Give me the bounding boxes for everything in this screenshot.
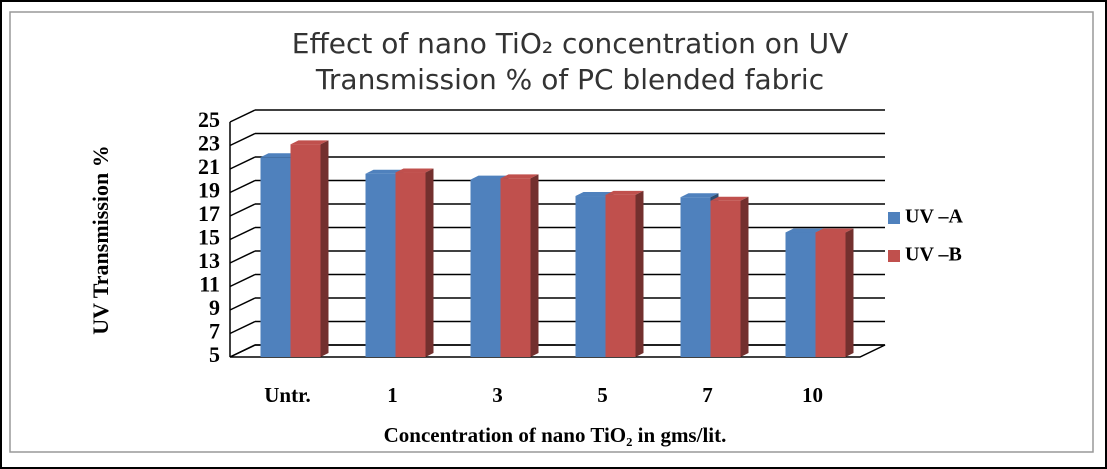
x-tick-label: 3 (492, 383, 503, 407)
grid-line (229, 132, 256, 147)
grid-line (229, 320, 256, 335)
y-tick-label: 21 (198, 154, 220, 179)
bar-top (680, 193, 719, 198)
grid-line (229, 226, 256, 241)
grid-line (229, 273, 256, 288)
bar-top (605, 190, 644, 195)
bar-top (575, 192, 614, 197)
chart-border (9, 11, 1094, 453)
bar (710, 200, 741, 357)
bar (575, 196, 606, 357)
bar (500, 178, 531, 357)
bar (260, 157, 291, 357)
bar-side (530, 174, 539, 357)
grid-line (229, 109, 256, 123)
grid-line (229, 156, 256, 170)
grid-line (229, 344, 256, 358)
bar-top (365, 169, 404, 174)
bar-top (815, 228, 854, 233)
bar-top (395, 168, 434, 173)
bar-top (290, 140, 329, 145)
bar (365, 173, 396, 357)
grid-line (229, 179, 256, 194)
legend-swatch (888, 250, 900, 262)
bar (605, 194, 636, 357)
y-tick-label: 17 (198, 201, 220, 226)
bar (290, 144, 321, 357)
bar-side (425, 168, 434, 357)
y-tick-label: 25 (198, 107, 220, 132)
x-tick-label: 5 (597, 383, 608, 407)
bar-side (635, 190, 644, 357)
legend-swatch (888, 212, 900, 224)
x-tick-label: Untr. (264, 383, 310, 407)
grid-line (229, 297, 256, 311)
y-tick-label: 15 (198, 225, 220, 250)
legend-label: UV –B (905, 244, 962, 266)
chart-title: Effect of nano TiO₂ concentration on UV … (291, 27, 849, 96)
grid-line (229, 250, 256, 264)
x-tick-label: 1 (387, 383, 398, 407)
y-tick-label: 23 (198, 131, 220, 156)
bar-top (470, 175, 509, 180)
y-tick-label: 13 (198, 248, 220, 273)
bar-side (740, 196, 749, 357)
bar (395, 172, 426, 357)
x-tick-label: 7 (702, 383, 713, 407)
y-tick-label: 19 (198, 178, 220, 203)
bar-side (320, 140, 329, 357)
grid-line (229, 203, 256, 217)
y-tick-label: 5 (209, 342, 220, 367)
bar-top (500, 174, 539, 179)
bar (785, 232, 816, 357)
bar (470, 179, 501, 357)
y-tick-label: 11 (199, 272, 220, 297)
bar (680, 197, 711, 357)
bar-top (710, 196, 749, 201)
legend-label: UV –A (905, 206, 964, 228)
bar-side (845, 228, 854, 357)
y-axis-label: UV Transmission % (88, 145, 113, 335)
bar-top (785, 228, 824, 233)
x-tick-label: 10 (802, 383, 823, 407)
y-tick-label: 9 (209, 295, 220, 320)
x-axis-label: Concentration of nano TiO₂ in gms/lit. (384, 423, 727, 447)
bar-top (260, 153, 299, 158)
y-tick-label: 7 (209, 319, 220, 344)
bar (815, 232, 846, 357)
